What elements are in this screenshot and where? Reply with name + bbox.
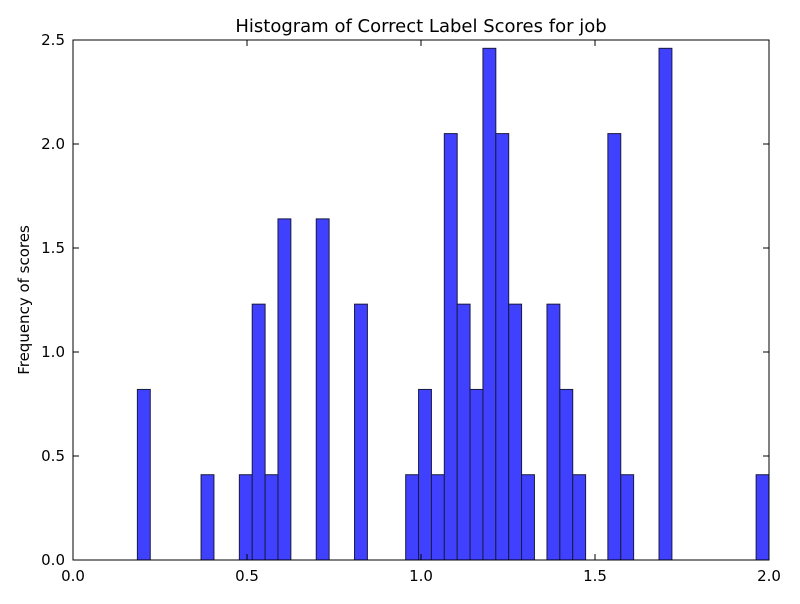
x-tick-label: 0.0: [61, 567, 85, 585]
x-tick-label: 1.5: [583, 567, 607, 585]
histogram-bar: [658, 47, 673, 561]
histogram-bar: [607, 133, 622, 561]
y-tick-label: 2.0: [41, 135, 65, 153]
histogram-bar: [559, 388, 574, 561]
histogram-bar: [238, 474, 253, 561]
histogram-bar: [572, 474, 587, 561]
histogram-bar: [418, 388, 432, 561]
histogram-bar: [495, 133, 510, 561]
chart-title: Histogram of Correct Label Scores for jo…: [235, 16, 606, 37]
y-tick-label: 0.5: [41, 447, 65, 465]
histogram-bar: [430, 474, 445, 561]
histogram-bar: [469, 388, 484, 561]
histogram-bar: [521, 474, 535, 561]
histogram-bar: [405, 474, 420, 561]
histogram-bar: [755, 474, 770, 561]
y-tick-label: 1.5: [41, 239, 65, 257]
histogram-bar: [354, 303, 368, 561]
y-tick-label: 0.0: [41, 551, 65, 569]
x-tick-label: 1.0: [409, 567, 433, 585]
y-tick-label: 1.0: [41, 343, 65, 361]
histogram-bar: [200, 474, 215, 561]
histogram-bar: [264, 474, 279, 561]
x-tick-label: 2.0: [757, 567, 781, 585]
y-tick-label: 2.5: [41, 31, 65, 49]
histogram-bar: [482, 47, 497, 561]
histogram-bar: [620, 474, 635, 561]
histogram-bar: [315, 218, 330, 561]
x-tick-label: 0.5: [235, 567, 259, 585]
histogram-bar: [546, 303, 561, 561]
y-axis-label: Frequency of scores: [15, 225, 33, 375]
histogram-bar: [136, 388, 151, 561]
histogram-bar: [277, 218, 292, 561]
ticks-layer: 0.0 0.5 1.0 1.5 2.0 0.0 0.5 1.0 1.5 2.0 2.5: [41, 31, 781, 585]
histogram-bar: [443, 133, 458, 561]
histogram-bar: [508, 303, 523, 561]
histogram-bar: [456, 303, 471, 561]
bars-layer: [136, 47, 770, 561]
histogram-bar: [251, 303, 266, 561]
